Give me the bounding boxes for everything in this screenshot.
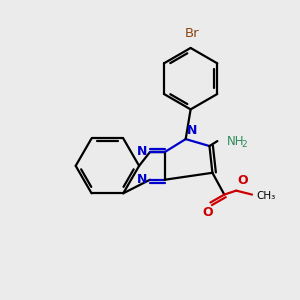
Text: CH₃: CH₃ <box>256 190 275 201</box>
Text: N: N <box>137 173 147 186</box>
Text: NH: NH <box>227 135 245 148</box>
Text: N: N <box>137 146 147 158</box>
Text: 2: 2 <box>242 140 247 148</box>
Text: Br: Br <box>184 27 199 40</box>
Text: O: O <box>202 206 213 220</box>
Text: N: N <box>187 124 197 137</box>
Text: O: O <box>237 174 248 187</box>
